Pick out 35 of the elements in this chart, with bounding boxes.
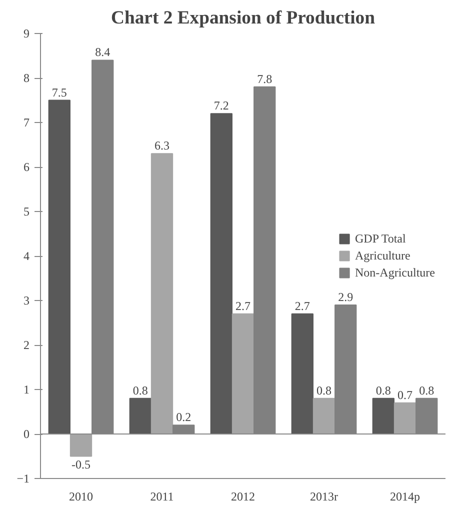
data-label: 0.7 — [398, 388, 412, 402]
y-tick-label: −1 — [16, 472, 30, 486]
data-label: 2.7 — [294, 298, 310, 313]
x-tick-label: 2014p — [390, 490, 420, 504]
y-tick-label: 4 — [24, 249, 30, 263]
x-tick-label: 2010 — [69, 490, 93, 504]
legend-label: Agriculture — [355, 248, 410, 263]
y-tick-label: 2 — [24, 338, 30, 352]
y-tick-label: 9 — [24, 26, 30, 40]
data-label: -0.5 — [72, 457, 90, 472]
data-label: 6.3 — [154, 138, 170, 153]
x-tick-label: 2013r — [310, 490, 338, 504]
x-tick-label: 2012 — [231, 490, 255, 504]
y-tick-label: 8 — [24, 71, 30, 85]
data-label: 0.8 — [419, 383, 434, 398]
data-label: 2.9 — [338, 290, 354, 304]
data-label: 7.2 — [214, 98, 229, 113]
data-label: 7.8 — [257, 72, 272, 86]
data-label: 0.8 — [132, 383, 148, 398]
data-label: 0.2 — [176, 410, 192, 424]
data-label: 0.8 — [376, 383, 391, 398]
y-tick-label: 6 — [24, 160, 30, 174]
data-label: 2.7 — [236, 298, 250, 313]
y-tick-label: 0 — [24, 427, 30, 441]
data-label: 0.8 — [316, 383, 332, 398]
data-label: 7.5 — [52, 85, 67, 100]
x-tick-label: 2011 — [150, 490, 174, 504]
y-tick-label: 5 — [24, 204, 30, 218]
y-tick-label: 7 — [24, 116, 30, 130]
y-tick-label: 1 — [24, 382, 30, 396]
y-tick-label: 3 — [24, 294, 30, 308]
legend-label: Non-Agriculture — [355, 265, 435, 280]
data-label: 8.4 — [95, 45, 110, 60]
chart-title: Chart 2 Expansion of Production — [111, 8, 376, 28]
legend-label: GDP Total — [355, 231, 406, 246]
